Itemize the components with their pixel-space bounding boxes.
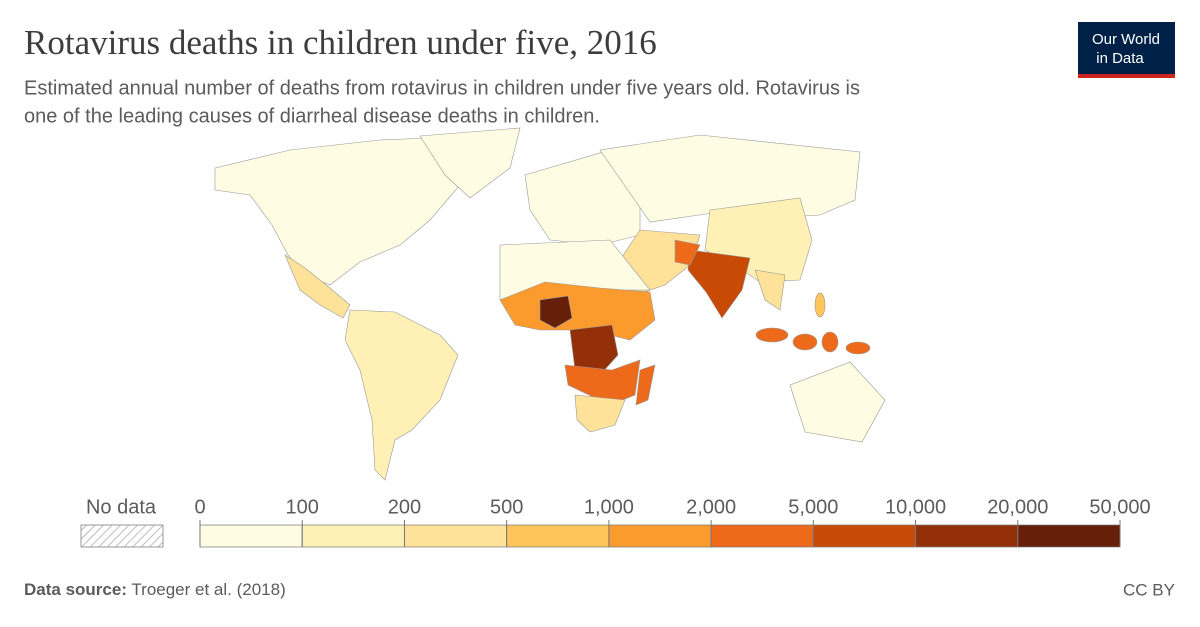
land bbox=[814, 292, 826, 318]
logo[interactable]: Our World in Data bbox=[1078, 22, 1175, 78]
world-map bbox=[214, 127, 886, 481]
land bbox=[539, 295, 573, 329]
land bbox=[569, 324, 619, 376]
source-text: Troeger et al. (2018) bbox=[131, 580, 285, 599]
land bbox=[574, 394, 626, 433]
legend-bin bbox=[710, 524, 814, 548]
title: Rotavirus deaths in children under five,… bbox=[24, 23, 657, 62]
subtitle: one of the leading causes of diarrheal d… bbox=[24, 105, 600, 127]
subtitle: Estimated annual number of deaths from r… bbox=[24, 77, 860, 99]
source-label: Data source: bbox=[24, 580, 127, 599]
legend-tick-label: 100 bbox=[286, 496, 319, 518]
source: Data source: Troeger et al. (2018) bbox=[24, 580, 286, 599]
legend-tick-label: 200 bbox=[388, 496, 421, 518]
legend-tick-label: 0 bbox=[194, 496, 205, 518]
legend-tick-label: 1,000 bbox=[584, 496, 634, 518]
legend-bin bbox=[506, 524, 610, 548]
license: CC BY bbox=[1123, 580, 1175, 599]
legend-bin bbox=[608, 524, 712, 548]
logo-text: Our World bbox=[1092, 31, 1160, 48]
legend-bin bbox=[404, 524, 508, 548]
no-data-label: No data bbox=[86, 496, 157, 518]
land bbox=[564, 359, 641, 406]
land bbox=[792, 333, 818, 351]
no-data-swatch bbox=[80, 524, 164, 548]
legend-tick-label: 2,000 bbox=[686, 496, 736, 518]
legend-bin bbox=[199, 524, 303, 548]
land bbox=[755, 327, 789, 343]
legend-bin bbox=[301, 524, 405, 548]
land bbox=[674, 239, 701, 266]
land bbox=[419, 127, 521, 199]
legend-bin bbox=[812, 524, 916, 548]
land bbox=[635, 364, 656, 406]
legend-tick-label: 20,000 bbox=[987, 496, 1048, 518]
land bbox=[789, 361, 886, 443]
legend-tick-label: 50,000 bbox=[1089, 496, 1150, 518]
land bbox=[821, 331, 839, 353]
legend-tick-label: 5,000 bbox=[788, 496, 838, 518]
land bbox=[499, 281, 656, 341]
legend: No data 0 100 200 500 1,000 2,000 5,000 10,000 2… bbox=[80, 496, 1151, 548]
legend-tick-label: 10,000 bbox=[885, 496, 946, 518]
land bbox=[687, 249, 751, 319]
logo-text: in Data bbox=[1096, 50, 1144, 67]
land bbox=[214, 137, 471, 286]
land bbox=[284, 254, 351, 319]
legend-bin bbox=[915, 524, 1019, 548]
land bbox=[845, 341, 871, 355]
land bbox=[754, 269, 786, 311]
legend-tick-label: 500 bbox=[490, 496, 523, 518]
land bbox=[344, 309, 459, 481]
legend-bin bbox=[1017, 524, 1121, 548]
